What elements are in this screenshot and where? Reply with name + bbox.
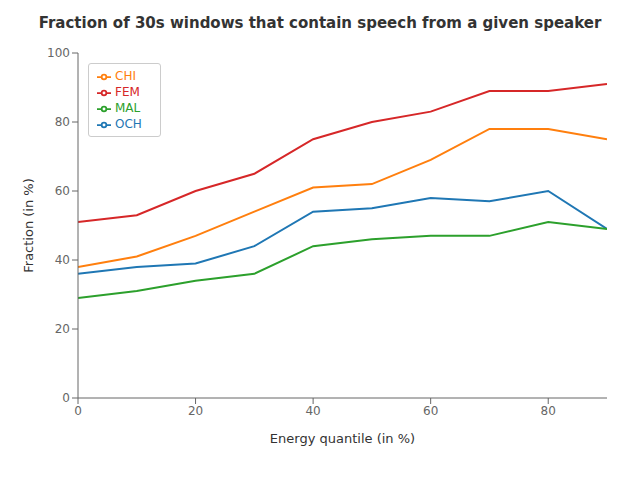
svg-text:Energy quantile (in %): Energy quantile (in %) — [270, 431, 415, 446]
svg-text:Fraction (in %): Fraction (in %) — [21, 178, 36, 273]
svg-text:40: 40 — [305, 404, 320, 418]
svg-text:60: 60 — [55, 184, 70, 198]
html-text:FEM: FEM — [115, 85, 140, 99]
html-text:OCH: OCH — [115, 117, 142, 131]
svg-text:60: 60 — [423, 404, 438, 418]
svg-text:80: 80 — [541, 404, 556, 418]
svg-text:20: 20 — [55, 322, 70, 336]
svg-text:20: 20 — [188, 404, 203, 418]
svg-text:80: 80 — [55, 115, 70, 129]
html-text:CHI: CHI — [115, 69, 136, 83]
html-text:MAL: MAL — [115, 101, 141, 115]
svg-text:100: 100 — [47, 46, 70, 60]
svg-text:40: 40 — [55, 253, 70, 267]
html-text:Fraction of 30s windows that c: Fraction of 30s windows that contain spe… — [38, 14, 602, 32]
svg-text:0: 0 — [62, 391, 70, 405]
svg-text:0: 0 — [74, 404, 82, 418]
